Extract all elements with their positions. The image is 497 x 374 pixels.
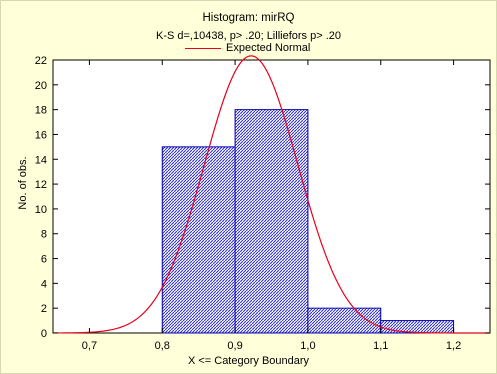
y-tick-label: 12 (35, 179, 47, 191)
y-tick-label: 10 (35, 204, 47, 216)
y-tick-label: 6 (41, 254, 47, 266)
y-tick-label: 14 (35, 154, 47, 166)
y-tick-label: 16 (35, 129, 47, 141)
x-tick-label: 1,0 (300, 340, 315, 352)
legend: Expected Normal (0, 42, 497, 56)
x-tick-label: 0,9 (227, 340, 242, 352)
chart-subtitle: K-S d=,10438, p> .20; Lilliefors p> .20 (156, 30, 341, 42)
x-tick-label: 1,2 (446, 340, 461, 352)
histogram-bar-4 (380, 320, 455, 334)
histogram-bar-2 (234, 109, 309, 334)
chart-title: Histogram: mirRQ (202, 12, 295, 24)
legend-line-swatch (185, 48, 221, 49)
x-axis-label: X <= Category Boundary (187, 355, 310, 367)
x-tick-label: 1,1 (373, 340, 388, 352)
x-tick-label: 0,7 (82, 340, 97, 352)
y-tick-label: 8 (41, 229, 47, 241)
histogram-bar-3 (307, 307, 382, 334)
legend-label: Expected Normal (226, 42, 311, 54)
y-tick-label: 2 (41, 303, 47, 315)
y-tick-label: 22 (35, 55, 47, 67)
x-tick-label: 0,8 (155, 340, 170, 352)
histogram-bar-1 (161, 146, 236, 334)
expected-normal-curve (53, 55, 490, 334)
y-tick-label: 20 (35, 80, 47, 92)
y-tick-label: 18 (35, 105, 47, 117)
y-tick-label: 4 (41, 278, 47, 290)
y-tick-label: 0 (41, 328, 47, 340)
